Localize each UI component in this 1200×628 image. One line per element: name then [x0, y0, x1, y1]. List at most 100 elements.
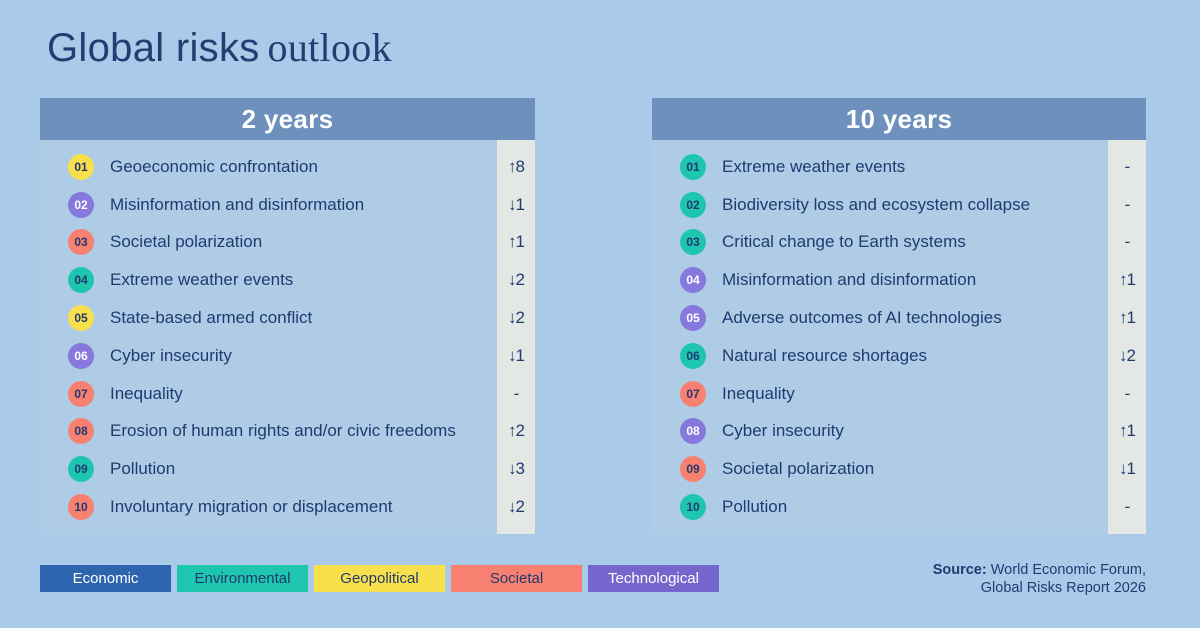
- risk-row: 02 Misinformation and disinformation ↓1: [40, 186, 535, 224]
- risk-row: 01 Extreme weather events -: [652, 148, 1146, 186]
- risk-label: Critical change to Earth systems: [722, 232, 966, 252]
- risk-label: Pollution: [722, 497, 788, 517]
- risk-row: 06 Cyber insecurity ↓1: [40, 337, 535, 375]
- rank-change: ↓2: [508, 497, 525, 517]
- source-label: Source:: [932, 562, 987, 578]
- panel-2-years-header: 2 years: [40, 98, 535, 140]
- risk-row: 08 Erosion of human rights and/or civic f…: [40, 413, 535, 451]
- rank-change: ↑1: [1119, 308, 1136, 328]
- risk-label: State-based armed conflict: [110, 308, 313, 328]
- risk-label: Natural resource shortages: [722, 345, 928, 365]
- rank-change: ↓1: [508, 194, 525, 214]
- rank-badge: 01: [680, 153, 706, 180]
- risk-label: Cyber insecurity: [110, 345, 232, 365]
- rank-change: ↓2: [1119, 345, 1136, 365]
- rank-change: ↓2: [508, 270, 525, 290]
- rank-change: ↑1: [508, 232, 525, 252]
- rank-badge: 09: [68, 456, 94, 483]
- risk-rows: 01 Geoeconomic confrontation ↑8 02 Misinform…: [40, 140, 535, 534]
- risk-row: 02 Biodiversity loss and ecosystem collap…: [652, 186, 1146, 224]
- panel-10-years-title: 10 years: [845, 103, 953, 134]
- rank-badge: 04: [680, 267, 706, 294]
- legend-item-economic: Economic: [40, 565, 171, 592]
- rank-badge: 06: [680, 342, 706, 369]
- panel-10-years-header: 10 years: [652, 98, 1146, 140]
- legend-item-societal: Societal: [451, 565, 582, 592]
- source-line2: Global Risks Report 2026: [980, 580, 1146, 597]
- risk-row: 06 Natural resource shortages ↓2: [652, 337, 1146, 375]
- rank-change: ↓2: [508, 308, 525, 328]
- rank-badge: 08: [680, 418, 706, 445]
- rank-badge: 03: [680, 229, 706, 256]
- risk-label: Cyber insecurity: [722, 421, 844, 441]
- risk-row: 05 State-based armed conflict ↓2: [40, 299, 535, 337]
- risk-row: 07 Inequality -: [652, 375, 1146, 413]
- rank-badge: 06: [68, 342, 94, 369]
- rank-change: ↑2: [508, 421, 525, 441]
- trend-strip: [1108, 140, 1146, 534]
- page-title-sans: Global risks: [47, 26, 260, 70]
- rank-badge: 10: [68, 494, 94, 521]
- rank-change: ↓3: [508, 459, 525, 479]
- rank-change: -: [1124, 194, 1131, 214]
- risk-label: Misinformation and disinformation: [110, 194, 365, 214]
- risk-row: 10 Involuntary migration or displacement ↓…: [40, 488, 535, 526]
- risk-row: 04 Misinformation and disinformation ↑1: [652, 261, 1146, 299]
- rank-change: ↓1: [1119, 459, 1136, 479]
- rank-badge: 05: [68, 305, 94, 332]
- rank-badge: 08: [68, 418, 94, 445]
- risk-label: Societal polarization: [110, 232, 263, 252]
- panel-10-years: 10 years 01 Extreme weather events - 02 Biod…: [652, 98, 1146, 534]
- rank-change: -: [1124, 383, 1131, 403]
- rank-badge: 03: [68, 229, 94, 256]
- source-note: Source: World Economic Forum, Global Ris…: [933, 561, 1146, 598]
- risk-label: Adverse outcomes of AI technologies: [722, 308, 1002, 328]
- legend-item-technological: Technological: [588, 565, 719, 592]
- risk-row: 03 Critical change to Earth systems -: [652, 224, 1146, 262]
- category-legend: Economic Environmental Geopolitical Societa…: [40, 565, 719, 592]
- rank-change: -: [1124, 497, 1131, 517]
- rank-change: ↑8: [508, 156, 525, 176]
- risk-label: Extreme weather events: [110, 270, 294, 290]
- risk-label: Geoeconomic confrontation: [110, 156, 318, 176]
- rank-badge: 04: [68, 267, 94, 294]
- panel-2-years-title: 2 years: [241, 103, 334, 134]
- rank-badge: 05: [680, 305, 706, 332]
- rank-change: -: [1124, 232, 1131, 252]
- risk-row: 05 Adverse outcomes of AI technologies ↑1: [652, 299, 1146, 337]
- risk-row: 10 Pollution -: [652, 488, 1146, 526]
- legend-item-geopolitical: Geopolitical: [314, 565, 445, 592]
- page-title: Global risks outlook: [47, 24, 392, 71]
- risk-row: 04 Extreme weather events ↓2: [40, 261, 535, 299]
- rank-badge: 01: [68, 153, 94, 180]
- risk-label: Inequality: [110, 383, 183, 403]
- risk-label: Extreme weather events: [722, 156, 906, 176]
- risk-row: 09 Societal polarization ↓1: [652, 450, 1146, 488]
- page-title-serif: outlook: [267, 25, 392, 70]
- risk-row: 03 Societal polarization ↑1: [40, 224, 535, 262]
- rank-badge: 09: [680, 456, 706, 483]
- rank-change: -: [1124, 156, 1131, 176]
- rank-change: ↑1: [1119, 421, 1136, 441]
- legend-item-environmental: Environmental: [177, 565, 308, 592]
- risk-label: Involuntary migration or displacement: [110, 497, 393, 517]
- rank-badge: 07: [68, 380, 94, 407]
- rank-badge: 02: [68, 191, 94, 218]
- trend-strip: [497, 140, 535, 534]
- risk-row: 09 Pollution ↓3: [40, 450, 535, 488]
- risk-row: 07 Inequality -: [40, 375, 535, 413]
- panel-10-years-body: 01 Extreme weather events - 02 Biodiversity …: [652, 140, 1146, 534]
- risk-label: Misinformation and disinformation: [722, 270, 977, 290]
- rank-change: -: [513, 383, 520, 403]
- risk-label: Pollution: [110, 459, 176, 479]
- rank-badge: 07: [680, 380, 706, 407]
- risk-rows: 01 Extreme weather events - 02 Biodiversity …: [652, 140, 1146, 534]
- risk-label: Biodiversity loss and ecosystem collapse: [722, 194, 1031, 214]
- rank-change: ↑1: [1119, 270, 1136, 290]
- risk-label: Erosion of human rights and/or civic fre…: [110, 421, 456, 441]
- risk-label: Inequality: [722, 383, 795, 403]
- risk-row: 08 Cyber insecurity ↑1: [652, 413, 1146, 451]
- risk-row: 01 Geoeconomic confrontation ↑8: [40, 148, 535, 186]
- rank-change: ↓1: [508, 345, 525, 365]
- rank-badge: 10: [680, 494, 706, 521]
